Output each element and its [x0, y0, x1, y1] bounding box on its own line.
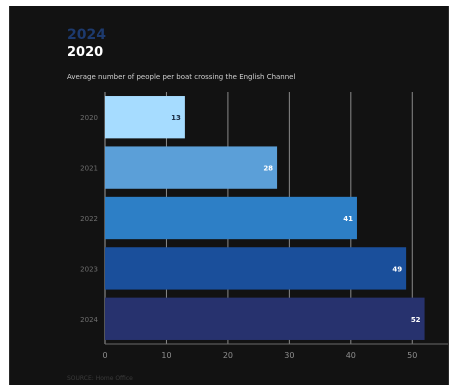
data-label-2021: 28 — [263, 165, 273, 173]
chart-subtitle: Average number of people per boat crossi… — [67, 73, 296, 81]
x-tick-label-20: 20 — [223, 351, 233, 360]
x-tick-label-10: 10 — [161, 351, 171, 360]
x-tick-label-0: 0 — [102, 351, 107, 360]
category-label-2023: 2023 — [80, 265, 98, 273]
data-label-2024: 52 — [411, 316, 421, 324]
data-label-2023: 49 — [392, 265, 402, 273]
current-year-title: 2020 — [67, 45, 104, 60]
x-tick-label-40: 40 — [346, 351, 356, 360]
bar-2020 — [105, 96, 185, 139]
bar-2024 — [105, 297, 425, 340]
source-note: SOURCE: Home Office — [67, 375, 133, 382]
bar-2021 — [105, 146, 278, 189]
category-label-2024: 2024 — [80, 316, 98, 324]
bar-2022 — [105, 196, 357, 240]
category-label-2022: 2022 — [80, 215, 98, 223]
category-label-2020: 2020 — [80, 114, 98, 122]
category-label-2021: 2021 — [80, 165, 98, 173]
data-label-2020: 13 — [171, 114, 181, 122]
previous-year-label: 2024 — [67, 27, 106, 43]
bar-2023 — [105, 247, 407, 290]
data-label-2022: 41 — [343, 215, 353, 223]
x-tick-label-30: 30 — [284, 351, 294, 360]
x-tick-label-50: 50 — [407, 351, 417, 360]
